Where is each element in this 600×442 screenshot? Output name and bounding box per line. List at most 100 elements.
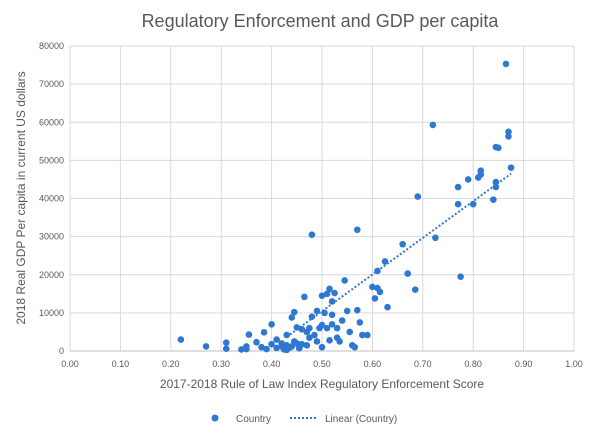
data-point xyxy=(318,321,326,329)
data-point xyxy=(353,226,361,234)
y-tick-label: 80000 xyxy=(39,41,64,51)
y-tick-label: 70000 xyxy=(39,79,64,89)
data-point xyxy=(432,234,439,242)
data-point xyxy=(369,283,376,291)
data-point xyxy=(404,270,411,277)
data-point xyxy=(290,338,298,345)
data-point xyxy=(273,336,280,343)
data-point xyxy=(313,338,321,345)
data-point xyxy=(351,343,359,351)
x-tick-label: 0.20 xyxy=(162,359,180,369)
y-tick-label: 40000 xyxy=(39,194,64,204)
data-point xyxy=(301,293,308,301)
data-point xyxy=(296,345,303,352)
data-point xyxy=(263,345,270,353)
data-point xyxy=(245,331,253,338)
data-point xyxy=(306,334,313,341)
data-point xyxy=(222,339,230,346)
data-point xyxy=(326,285,333,293)
data-point xyxy=(457,273,464,280)
y-tick-label: 20000 xyxy=(39,270,64,280)
data-point xyxy=(318,292,326,300)
data-point xyxy=(333,324,341,332)
data-point xyxy=(477,167,485,174)
data-point xyxy=(359,331,366,339)
data-point xyxy=(328,321,336,328)
data-point xyxy=(399,240,406,248)
data-point xyxy=(202,343,210,350)
legend-label-linear: Linear (Country) xyxy=(325,414,397,425)
chart-title: Regulatory Enforcement and GDP per capit… xyxy=(142,11,500,31)
data-point xyxy=(490,196,497,203)
data-point xyxy=(268,340,275,348)
data-point xyxy=(253,338,260,346)
data-point xyxy=(331,289,338,297)
data-point xyxy=(346,328,354,336)
data-point xyxy=(177,336,185,343)
data-point xyxy=(283,331,291,339)
data-point xyxy=(338,317,346,324)
data-point xyxy=(454,183,462,191)
data-point xyxy=(507,164,515,171)
data-point xyxy=(341,277,348,284)
data-point xyxy=(268,321,275,328)
y-axis-label: 2018 Real GDP Per capita in current US d… xyxy=(14,71,28,324)
data-point xyxy=(243,343,250,350)
data-point xyxy=(371,295,379,302)
data-point xyxy=(464,176,472,183)
data-point xyxy=(429,121,437,129)
legend-marker-country xyxy=(211,414,219,422)
data-point xyxy=(323,324,331,332)
y-tick-label: 50000 xyxy=(39,155,64,165)
data-point xyxy=(376,288,384,296)
data-point xyxy=(308,231,316,239)
x-tick-label: 0.60 xyxy=(364,359,382,369)
data-point xyxy=(290,308,298,316)
data-point xyxy=(288,314,296,321)
y-tick-label: 60000 xyxy=(39,117,64,127)
data-point xyxy=(492,183,500,191)
data-point xyxy=(353,306,361,314)
data-point xyxy=(505,133,512,140)
data-point xyxy=(311,331,318,339)
x-tick-label: 0.00 xyxy=(61,359,79,369)
data-point xyxy=(283,346,291,354)
data-point xyxy=(328,311,336,319)
data-point xyxy=(502,60,510,68)
y-tick-label: 0 xyxy=(59,346,64,356)
grid xyxy=(69,45,575,352)
data-point xyxy=(356,319,364,326)
data-point xyxy=(333,334,341,341)
data-point xyxy=(238,346,245,353)
data-point xyxy=(260,329,268,336)
data-point xyxy=(293,324,301,331)
data-point xyxy=(323,290,331,298)
data-point xyxy=(454,200,462,208)
data-point xyxy=(318,343,326,351)
x-tick-label: 0.90 xyxy=(515,359,533,369)
data-point xyxy=(364,331,371,339)
x-tick-label: 0.30 xyxy=(212,359,230,369)
x-tick-label: 0.50 xyxy=(313,359,331,369)
tick-labels: 0.00 0.10 0.20 0.30 0.40 0.50 0.60 0.70 0.80 0.90… xyxy=(39,41,583,369)
data-point xyxy=(288,343,296,350)
data-point xyxy=(343,307,351,315)
data-point xyxy=(303,341,311,349)
x-tick-label: 0.70 xyxy=(414,359,432,369)
x-tick-label: 0.40 xyxy=(263,359,281,369)
data-point xyxy=(308,313,316,320)
data-point xyxy=(306,324,313,332)
data-point xyxy=(414,193,422,200)
data-point xyxy=(326,337,333,344)
legend: Country Linear (Country) xyxy=(211,414,397,425)
x-axis-label: 2017-2018 Rule of Law Index Regulatory E… xyxy=(160,377,485,391)
data-point xyxy=(384,303,391,311)
x-tick-label: 0.80 xyxy=(464,359,482,369)
x-tick-label: 1.00 xyxy=(565,359,583,369)
data-point xyxy=(505,128,512,136)
data-point xyxy=(222,345,230,353)
x-tick-label: 0.10 xyxy=(112,359,130,369)
data-point xyxy=(411,286,419,293)
